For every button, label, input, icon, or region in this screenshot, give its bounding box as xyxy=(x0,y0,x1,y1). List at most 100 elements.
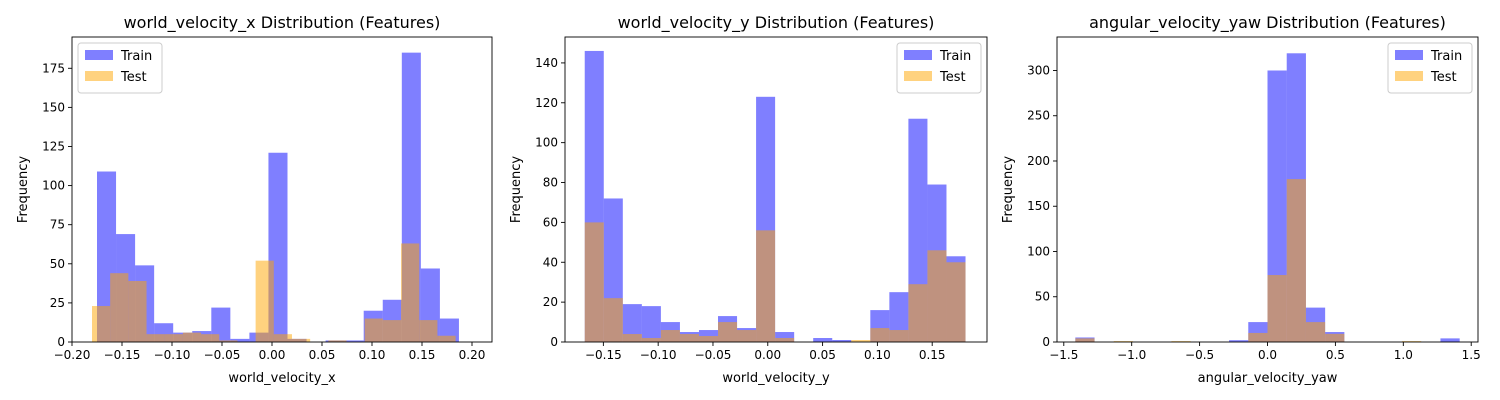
y-tick-label: 0 xyxy=(1042,335,1050,349)
bar xyxy=(401,243,420,342)
bar xyxy=(419,320,438,342)
y-tick-label: 25 xyxy=(50,296,65,310)
bar xyxy=(775,332,795,342)
axes-frame xyxy=(564,36,988,343)
x-axis-label: world_velocity_x xyxy=(228,371,336,386)
bar xyxy=(219,340,238,342)
series-test xyxy=(92,243,456,342)
x-tick-label: 1.0 xyxy=(1394,348,1413,362)
bar xyxy=(622,304,642,342)
subplot-3: −1.5 −1.0 −0.5 0.0 0.5 1.0 1.5 0 50 100 150 200 250 3… xyxy=(1001,13,1481,386)
axes-frame xyxy=(71,36,493,343)
x-axis-label: angular_velocity_yaw xyxy=(1198,371,1338,386)
y-axis-label: Frequency xyxy=(16,156,31,223)
bar xyxy=(851,340,871,342)
bar xyxy=(698,336,719,342)
bar xyxy=(328,340,347,342)
legend-label-test: Test xyxy=(120,70,147,85)
bar xyxy=(1325,333,1345,342)
legend-swatch-train xyxy=(904,50,932,60)
bar xyxy=(211,307,231,342)
y-tick-label: 140 xyxy=(535,56,558,70)
bar xyxy=(128,281,147,342)
y-tick-label: 80 xyxy=(543,176,558,190)
bar xyxy=(255,260,274,342)
y-tick-label: 100 xyxy=(42,179,65,193)
bar xyxy=(718,322,738,342)
subplot-1: −0.20 −0.15 −0.10 −0.05 0.00 0.05 0.10 0.15 0.20… xyxy=(16,13,493,386)
bar xyxy=(92,306,111,342)
bar xyxy=(737,330,757,342)
x-tick-label: −1.5 xyxy=(1049,348,1078,362)
y-tick-label: 40 xyxy=(543,255,558,269)
bar xyxy=(1075,338,1095,342)
y-tick-label: 150 xyxy=(42,100,65,114)
bar xyxy=(230,338,250,342)
bar xyxy=(291,338,311,342)
x-tick-label: 0.15 xyxy=(919,348,946,362)
y-tick-label: 300 xyxy=(1027,63,1050,77)
legend-label-train: Train xyxy=(1430,49,1462,64)
bar xyxy=(1402,341,1422,342)
x-tick-label: −0.15 xyxy=(104,348,141,362)
legend: Train Test xyxy=(77,42,163,94)
x-tick-label: 0.15 xyxy=(409,348,436,362)
x-tick-label: 0.10 xyxy=(359,348,386,362)
bar xyxy=(603,298,623,342)
y-axis-label: Frequency xyxy=(509,156,524,223)
bar xyxy=(164,334,183,342)
y-tick-label: 250 xyxy=(1027,109,1050,123)
legend-swatch-test xyxy=(1395,71,1423,81)
y-tick-label: 120 xyxy=(535,96,558,110)
legend-swatch-test xyxy=(904,71,932,81)
bar xyxy=(110,273,129,342)
y-tick-label: 0 xyxy=(57,335,65,349)
bar xyxy=(660,330,680,342)
x-tick-label: −0.10 xyxy=(640,348,677,362)
x-tick-label: −0.10 xyxy=(154,348,191,362)
bar xyxy=(870,328,890,342)
bar xyxy=(437,335,456,342)
y-tick-label: 100 xyxy=(535,136,558,150)
bar xyxy=(1229,340,1249,342)
x-axis-label: world_velocity_y xyxy=(722,371,830,386)
bar xyxy=(889,292,909,342)
bar xyxy=(182,332,202,342)
chart-title: world_velocity_x Distribution (Features) xyxy=(124,13,441,33)
bar xyxy=(344,340,364,342)
legend: Train Test xyxy=(1387,42,1473,94)
bar xyxy=(382,320,402,342)
legend-label-test: Test xyxy=(939,70,966,85)
bar xyxy=(201,334,220,342)
x-tick-label: −0.05 xyxy=(695,348,732,362)
y-tick-label: 175 xyxy=(42,61,65,75)
bar xyxy=(1267,70,1287,343)
bar xyxy=(1286,179,1306,342)
x-tick-label: 0.10 xyxy=(864,348,891,362)
legend-label-test: Test xyxy=(1430,70,1457,85)
bar xyxy=(908,284,928,342)
x-tick-label: 1.5 xyxy=(1462,348,1481,362)
x-tick-label: 0.5 xyxy=(1326,348,1345,362)
bar xyxy=(775,338,795,342)
legend-label-train: Train xyxy=(120,49,152,64)
x-tick-label: 0.00 xyxy=(259,348,286,362)
x-tick-label: −0.05 xyxy=(204,348,241,362)
y-axis-label: Frequency xyxy=(1001,156,1016,223)
y-tick-label: 150 xyxy=(1027,199,1050,213)
bar xyxy=(1440,338,1460,342)
bar xyxy=(832,340,852,342)
bar xyxy=(584,222,604,342)
bar xyxy=(1113,341,1133,342)
x-tick-label: −1.0 xyxy=(1117,348,1146,362)
legend-swatch-test xyxy=(85,71,113,81)
x-tick-label: 0.00 xyxy=(754,348,781,362)
chart-title: angular_velocity_yaw Distribution (Featu… xyxy=(1089,13,1446,33)
y-tick-label: 125 xyxy=(42,139,65,153)
legend: Train Test xyxy=(896,42,982,94)
bar xyxy=(889,330,909,342)
x-tick-label: 0.20 xyxy=(459,348,486,362)
bar xyxy=(1248,332,1268,342)
